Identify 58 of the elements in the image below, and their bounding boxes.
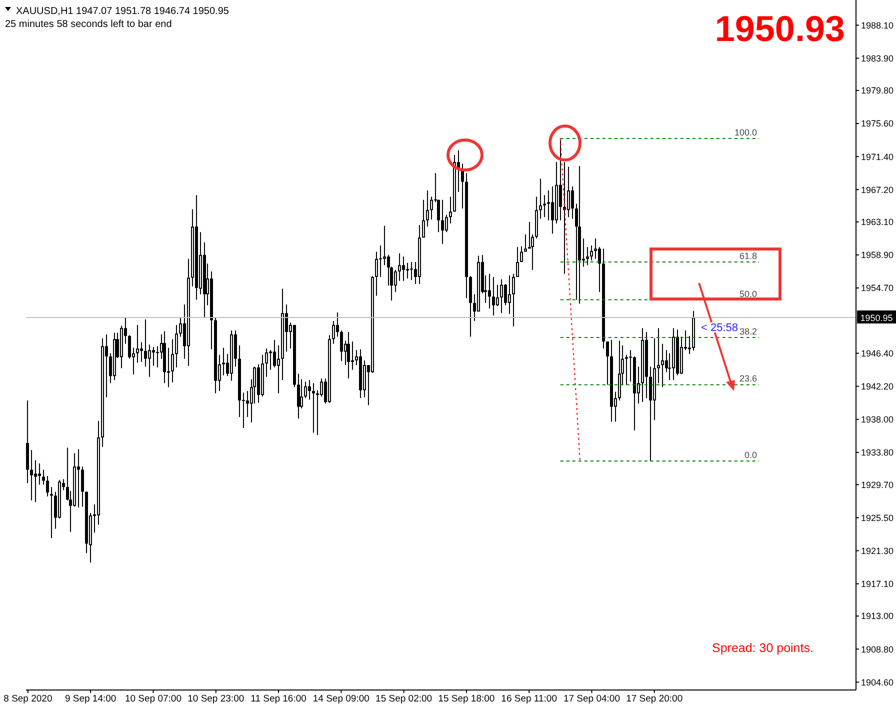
annotation: 38.2 xyxy=(739,326,757,337)
y-tick-label: 1908.80 xyxy=(861,644,894,654)
ref-line-label: 1950.95 xyxy=(860,312,893,323)
annotation: 61.8 xyxy=(739,250,757,261)
y-tick-label: 1929.70 xyxy=(861,480,894,490)
y-tick-label: 1913.00 xyxy=(861,611,894,622)
x-tick-label: 8 Sep 2020 xyxy=(4,694,52,705)
y-tick-label: 1988.10 xyxy=(861,20,894,30)
y-tick-label: 1938.00 xyxy=(861,414,894,425)
y-tick-label: 1917.10 xyxy=(861,578,894,589)
x-tick-label: 17 Sep 20:00 xyxy=(626,694,683,705)
y-tick-label: 1921.30 xyxy=(861,546,894,556)
annotation: 23.6 xyxy=(739,374,757,384)
candlestick xyxy=(625,354,628,385)
candlestick xyxy=(351,341,354,370)
x-tick-label: 16 Sep 11:00 xyxy=(501,694,558,705)
y-tick-label: 1963.10 xyxy=(861,217,894,228)
annotation: 100.0 xyxy=(734,127,757,138)
y-tick-label: 1904.60 xyxy=(861,677,894,688)
y-tick-label: 1971.40 xyxy=(861,152,894,162)
candlestick xyxy=(50,487,53,538)
candlestick xyxy=(156,346,159,368)
candlestick xyxy=(379,245,382,277)
annotation: Spread: 30 points. xyxy=(712,641,814,655)
candlestick xyxy=(77,449,80,508)
candlestick xyxy=(269,350,272,370)
y-tick-label: 1954.70 xyxy=(861,283,894,294)
x-tick-label: 10 Sep 07:00 xyxy=(124,694,182,705)
y-tick-label: 1925.50 xyxy=(861,512,894,523)
y-tick-label: 1979.80 xyxy=(861,86,894,96)
text: XAUUSD,H1 1947.07 1951.78 1946.74 1950.95 xyxy=(16,6,230,17)
x-tick-label: 9 Sep 14:00 xyxy=(64,694,116,705)
x-tick-label: 11 Sep 16:00 xyxy=(250,694,306,705)
x-tick-label: 15 Sep 02:00 xyxy=(376,694,432,705)
y-tick-label: 1975.60 xyxy=(861,118,894,129)
x-tick-label: 14 Sep 09:00 xyxy=(312,694,370,705)
candlestick xyxy=(383,226,386,266)
y-tick-label: 1983.90 xyxy=(861,53,894,64)
candlestick xyxy=(312,383,315,433)
candlestick xyxy=(410,262,413,280)
candlestick xyxy=(543,195,546,218)
candlestick xyxy=(222,348,225,376)
x-tick-label: 15 Sep 18:00 xyxy=(438,694,495,705)
y-tick-label: 1958.90 xyxy=(861,250,894,260)
y-tick-label: 1967.20 xyxy=(861,184,894,195)
text: 25 minutes 58 seconds left to bar end xyxy=(5,19,172,30)
annotation: 50.0 xyxy=(739,288,757,299)
annotation: 0.0 xyxy=(744,450,757,460)
candlestick xyxy=(34,460,37,502)
candlestick xyxy=(547,190,550,220)
candlestick xyxy=(30,450,33,500)
annotation: 1950.93 xyxy=(714,8,845,49)
y-tick-label: 1942.20 xyxy=(861,382,894,392)
x-tick-label: 10 Sep 23:00 xyxy=(188,694,244,705)
y-tick-label: 1933.80 xyxy=(861,448,894,458)
x-tick-label: 17 Sep 04:00 xyxy=(563,694,620,705)
candlestick xyxy=(657,328,660,384)
y-tick-label: 1946.40 xyxy=(861,348,894,358)
